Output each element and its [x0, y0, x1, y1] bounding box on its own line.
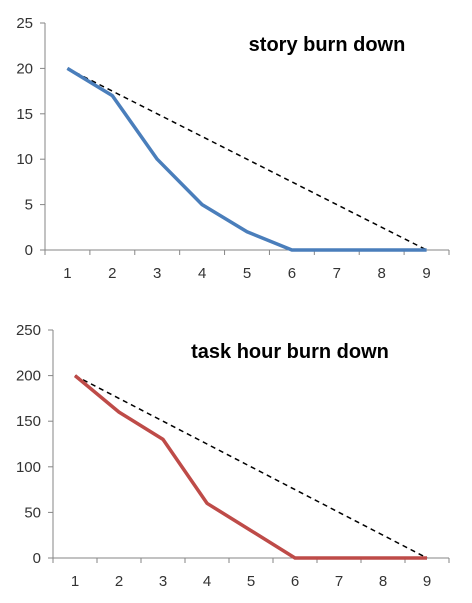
y-tick-label: 250: [16, 322, 41, 339]
x-tick-label: 5: [247, 573, 255, 590]
x-tick-label: 7: [335, 573, 343, 590]
y-tick-label: 50: [24, 504, 41, 521]
x-tick-label: 4: [203, 573, 211, 590]
y-tick-label: 0: [33, 550, 41, 567]
x-tick-label: 8: [377, 265, 385, 282]
x-tick-label: 1: [71, 573, 79, 590]
y-tick-label: 20: [16, 60, 33, 77]
y-tick-label: 15: [16, 106, 33, 123]
x-tick-label: 1: [63, 265, 71, 282]
x-tick-label: 4: [198, 265, 206, 282]
x-tick-label: 3: [153, 265, 161, 282]
task-hour-actual-line: [73, 374, 427, 560]
x-tick-label: 2: [115, 573, 123, 590]
x-tick-label: 9: [423, 573, 431, 590]
x-tick-label: 2: [108, 265, 116, 282]
x-tick-label: 6: [288, 265, 296, 282]
x-tick-label: 3: [159, 573, 167, 590]
y-tick-label: 150: [16, 413, 41, 430]
y-tick-label: 200: [16, 368, 41, 385]
task-hour-burn-down-chart: 0 50 100 150 200 250 1 2 3 4 5 6 7 8 9 task hour burn d…: [16, 322, 450, 590]
task-hour-ideal-line: [74, 374, 428, 559]
y-tick-label: 0: [25, 242, 33, 259]
chart-title: story burn down: [249, 34, 406, 56]
y-tick-label: 100: [16, 459, 41, 476]
x-tick-label: 5: [243, 265, 251, 282]
story-burn-down-chart: 0 5 10 15 20 25 1 2 3 4 5 6 7 8 9 story burn down: [16, 15, 450, 282]
x-tick-label: 7: [333, 265, 341, 282]
y-tick-label: 10: [16, 151, 33, 168]
story-actual-line: [66, 66, 427, 252]
y-tick-label: 5: [25, 197, 33, 214]
story-ideal-line: [67, 67, 427, 251]
x-tick-label: 6: [291, 573, 299, 590]
x-tick-label: 8: [379, 573, 387, 590]
y-tick-label: 25: [16, 15, 33, 32]
x-tick-label: 9: [422, 265, 430, 282]
chart-title: task hour burn down: [191, 341, 389, 363]
